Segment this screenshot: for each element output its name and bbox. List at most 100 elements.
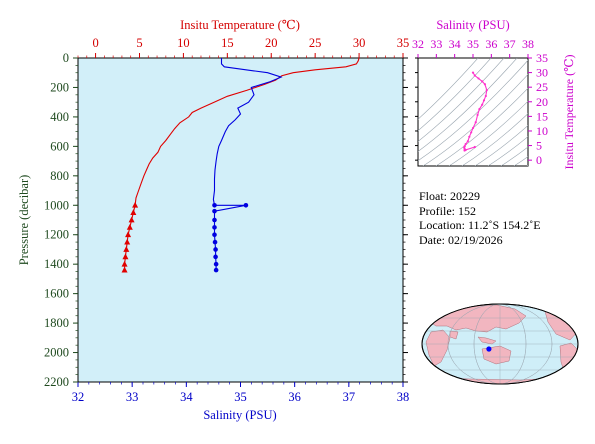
temperature-point bbox=[123, 246, 130, 252]
ts-density-contours bbox=[418, 58, 528, 166]
ts-point bbox=[464, 143, 467, 146]
pressure-tick-label: 1000 bbox=[44, 198, 69, 212]
profile-axes: 0 5 10 15 20 25 30 35 32 33 34 35 36 37 38 0 200 400 600 80… bbox=[44, 36, 409, 404]
world-map bbox=[421, 303, 579, 385]
ts-point bbox=[484, 94, 487, 98]
salinity-tick-label: 34 bbox=[180, 390, 193, 404]
density-contour bbox=[461, 113, 528, 166]
ts-point bbox=[471, 126, 475, 130]
salinity-tick-label: 37 bbox=[343, 390, 356, 404]
salinity-profile-line bbox=[212, 58, 283, 271]
temperature-point bbox=[121, 260, 128, 267]
profile-number: Profile: 152 bbox=[419, 203, 476, 218]
ts-temperature-tick-label: 15 bbox=[536, 109, 548, 123]
ts-temperature-tick-label: 25 bbox=[536, 80, 548, 94]
temperature-point bbox=[126, 223, 133, 230]
pressure-tick-label: 1200 bbox=[44, 228, 69, 242]
salinity-point bbox=[213, 267, 219, 273]
ts-point bbox=[483, 83, 487, 86]
temperature-point bbox=[128, 216, 135, 223]
density-contour bbox=[418, 58, 518, 152]
ts-temperature-tick-label: 0 bbox=[536, 153, 542, 167]
density-contour bbox=[513, 156, 528, 166]
salinity-tick-label: 35 bbox=[234, 390, 247, 404]
pressure-tick-label: 2000 bbox=[44, 346, 69, 360]
ts-point bbox=[468, 135, 471, 138]
ts-point bbox=[477, 77, 480, 80]
density-contour bbox=[435, 87, 528, 166]
float-info: Float: 20229 Profile: 152 Location: 11.2… bbox=[419, 189, 541, 247]
density-contour bbox=[422, 74, 528, 166]
temperature-axis-title: Insitu Temperature (℃) bbox=[180, 18, 300, 32]
ts-salinity-tick-label: 33 bbox=[430, 37, 442, 51]
ts-point bbox=[482, 99, 486, 102]
ts-point bbox=[474, 121, 477, 124]
ts-point bbox=[485, 89, 488, 92]
temperature-tick-label: 15 bbox=[221, 36, 234, 50]
density-contour bbox=[487, 136, 528, 166]
salinity-axis-title: Salinity (PSU) bbox=[203, 408, 276, 422]
temperature-point bbox=[124, 238, 131, 245]
temperature-point bbox=[125, 231, 132, 238]
density-contour bbox=[448, 100, 528, 166]
ts-temperature-tick-label: 10 bbox=[536, 124, 548, 138]
salinity-point bbox=[243, 202, 249, 208]
pressure-axis-title: Pressure (decibar) bbox=[17, 175, 31, 266]
temperature-tick-label: 10 bbox=[177, 36, 190, 50]
temperature-tick-label: 35 bbox=[397, 36, 410, 50]
salinity-point bbox=[212, 232, 217, 238]
profile-plot: 0 5 10 15 20 25 30 35 32 33 34 35 36 37 38 0 200 400 600 80… bbox=[17, 18, 409, 422]
temperature-tick-label: 25 bbox=[309, 36, 322, 50]
pressure-tick-label: 1600 bbox=[44, 287, 69, 301]
density-contour bbox=[500, 146, 528, 166]
density-contour bbox=[474, 125, 528, 166]
temperature-point bbox=[130, 209, 137, 216]
ts-point bbox=[471, 71, 475, 74]
float-id: Float: 20229 bbox=[419, 189, 481, 203]
ts-salinity-axis-title: Salinity (PSU) bbox=[436, 18, 509, 32]
pressure-tick-label: 200 bbox=[50, 80, 69, 94]
pressure-tick-label: 600 bbox=[50, 139, 69, 153]
pressure-tick-label: 2200 bbox=[44, 375, 69, 389]
ts-salinity-tick-label: 32 bbox=[412, 37, 424, 51]
pressure-tick-label: 1400 bbox=[44, 257, 69, 271]
salinity-point bbox=[213, 261, 219, 267]
salinity-tick-label: 36 bbox=[288, 390, 301, 404]
ts-point bbox=[473, 145, 476, 149]
density-contour bbox=[418, 58, 505, 142]
ts-point bbox=[466, 140, 469, 143]
ts-point bbox=[481, 80, 484, 83]
ts-point bbox=[463, 149, 466, 152]
location: Location: 11.2˚S 154.2˚E bbox=[419, 218, 541, 232]
temperature-tick-label: 30 bbox=[353, 36, 366, 50]
map-outline bbox=[421, 303, 579, 385]
salinity-tick-label: 38 bbox=[397, 390, 410, 404]
temperature-tick-label: 0 bbox=[92, 36, 98, 50]
float-location-marker bbox=[486, 346, 492, 352]
pressure-tick-label: 400 bbox=[50, 110, 69, 124]
ts-salinity-tick-label: 36 bbox=[485, 37, 497, 51]
ts-point bbox=[481, 103, 484, 106]
map-graticule bbox=[422, 304, 578, 384]
ts-temperature-tick-label: 35 bbox=[536, 51, 548, 65]
density-contour bbox=[418, 58, 492, 132]
density-contour bbox=[418, 58, 479, 120]
ts-series bbox=[463, 71, 488, 152]
ts-salinity-tick-label: 37 bbox=[504, 37, 516, 51]
date: Date: 02/19/2026 bbox=[419, 232, 503, 247]
ts-temperature-tick-label: 30 bbox=[536, 66, 548, 80]
ts-point bbox=[476, 113, 479, 117]
ts-point bbox=[473, 74, 476, 77]
ts-temperature-axis-title: Insitu Temperature (℃) bbox=[562, 55, 576, 170]
salinity-point bbox=[212, 208, 217, 214]
map-land-arabia bbox=[449, 330, 459, 340]
pressure-tick-label: 0 bbox=[63, 51, 69, 65]
salinity-tick-label: 33 bbox=[126, 390, 139, 404]
pressure-tick-label: 1800 bbox=[44, 316, 69, 330]
salinity-point bbox=[213, 247, 218, 252]
salinity-point bbox=[212, 202, 217, 208]
salinity-point bbox=[212, 239, 218, 245]
